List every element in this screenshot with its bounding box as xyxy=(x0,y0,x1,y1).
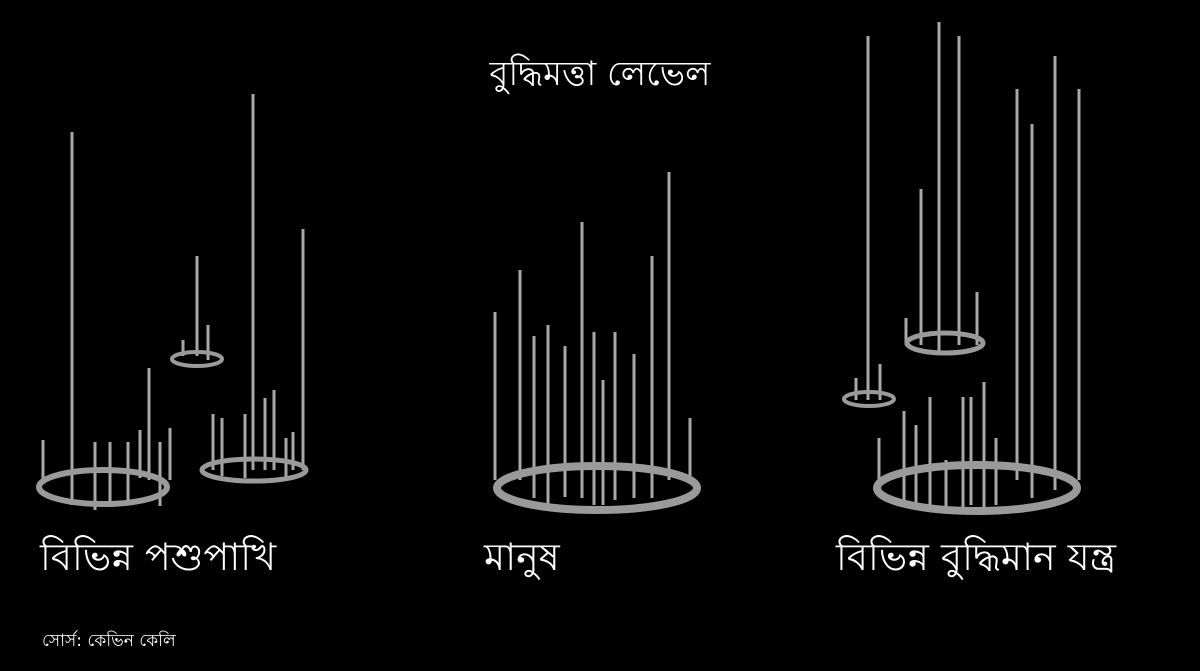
animal-ring-small xyxy=(170,350,224,368)
animal-ring-medium xyxy=(199,456,309,484)
machine-ring-large xyxy=(873,461,1081,515)
human-ring xyxy=(493,462,701,514)
animal-ring-large xyxy=(36,467,170,507)
label-humans: মানুষ xyxy=(484,535,560,579)
label-animals: বিভিন্ন পশুপাখি xyxy=(40,535,277,579)
diagram-title: বুদ্ধিমত্তা লেভেল xyxy=(489,54,711,94)
machine-ring-small xyxy=(842,390,896,408)
machine-ring-medium xyxy=(904,330,986,356)
label-machines: বিভিন্ন বুদ্ধিমান যন্ত্র xyxy=(836,535,1117,579)
source-credit: সোর্স: কেভিন কেলি xyxy=(42,631,176,651)
